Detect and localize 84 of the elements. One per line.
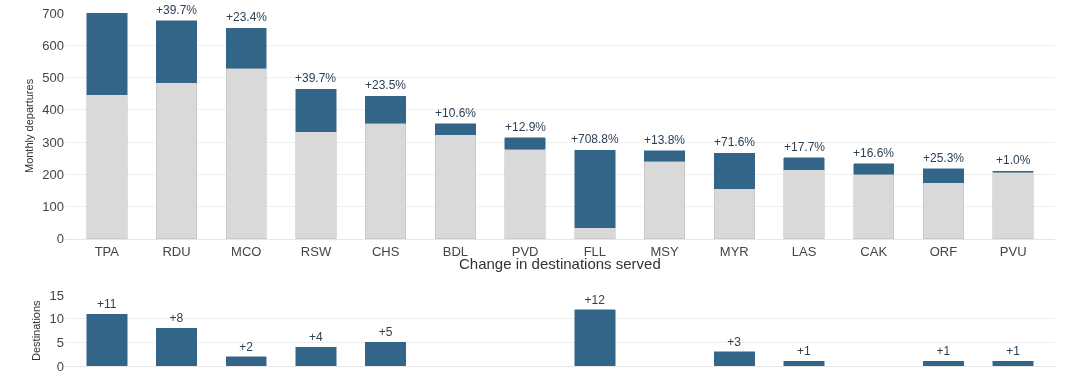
- annotation: +12.9%: [505, 120, 547, 134]
- bar: [713, 152, 755, 190]
- data-label: +1: [797, 344, 812, 359]
- x-tick-label: CAK: [860, 243, 888, 259]
- x-tick-label: RSW: [300, 243, 332, 259]
- annotation: +39.7%: [295, 71, 337, 85]
- bar: [156, 82, 198, 239]
- annotation: +23.4%: [226, 10, 268, 24]
- bar: [225, 27, 267, 69]
- y-tick-label: 5: [56, 335, 64, 351]
- x-tick-label: TPA: [94, 243, 120, 259]
- x-tick-label: CHS: [371, 243, 400, 259]
- bar: [434, 123, 476, 135]
- annotation: +17.7%: [784, 140, 826, 154]
- bar: [434, 134, 476, 239]
- bar: [713, 188, 755, 239]
- y-tick-label: 400: [42, 102, 64, 118]
- bar: [992, 361, 1034, 366]
- data-label: +5: [378, 325, 393, 340]
- y-tick-label: 0: [56, 358, 64, 374]
- bar: [156, 328, 198, 366]
- annotation: +13.8%: [644, 133, 686, 147]
- bar: [922, 361, 964, 366]
- y-axis-title: Monthly departures: [22, 78, 35, 174]
- x-tick-label: PVU: [999, 243, 1027, 259]
- bar: [783, 361, 825, 366]
- data-label: +11: [96, 297, 117, 312]
- annotation: +39.7%: [156, 3, 198, 17]
- y-tick-label: 200: [42, 166, 64, 182]
- annotation: +708.8%: [571, 132, 620, 146]
- y-tick-label: 700: [42, 5, 64, 21]
- bar: [574, 149, 616, 229]
- bar: [365, 123, 407, 239]
- bar: [225, 356, 267, 366]
- bar: [644, 150, 686, 162]
- annotation: +25.3%: [923, 151, 965, 165]
- bar: [295, 131, 337, 239]
- y-tick-label: 10: [49, 311, 64, 327]
- annotation: +23.5%: [365, 78, 407, 92]
- y-tick-label: 15: [49, 287, 64, 303]
- bar: [922, 182, 964, 239]
- data-label: +1: [936, 344, 951, 359]
- data-label: +8: [169, 311, 184, 326]
- y-tick-label: 500: [42, 70, 64, 86]
- bar: [713, 351, 755, 366]
- bar: [504, 148, 546, 239]
- bar: [295, 88, 337, 133]
- annotation: +71.6%: [714, 135, 756, 149]
- data-label: +4: [308, 330, 323, 345]
- x-tick-label: RDU: [162, 243, 191, 259]
- y-tick-label: 300: [42, 134, 64, 150]
- bar: [853, 163, 895, 175]
- bar: [86, 13, 128, 95]
- y-tick-label: 0: [56, 231, 64, 247]
- bar: [783, 157, 825, 171]
- bar: [574, 309, 616, 366]
- bar: [365, 96, 407, 124]
- data-label: +12: [584, 292, 606, 307]
- bar: [86, 313, 128, 366]
- bar: [853, 174, 895, 239]
- data-label: +1: [1006, 344, 1021, 359]
- bar: [86, 94, 128, 239]
- bar: [225, 67, 267, 239]
- bar: [156, 20, 198, 83]
- bar: [365, 342, 407, 366]
- annotation: +1.0%: [996, 153, 1031, 167]
- bar: [574, 227, 616, 239]
- bar: [783, 169, 825, 239]
- bar: [922, 168, 964, 184]
- bar: [504, 137, 546, 150]
- y-axis-title: Destinations: [30, 299, 43, 361]
- y-tick-label: 100: [42, 199, 64, 215]
- annotation: +10.6%: [435, 106, 477, 120]
- bar: [644, 161, 686, 239]
- x-tick-label: MCO: [231, 243, 262, 259]
- data-label: +3: [727, 334, 742, 349]
- bar: [295, 346, 337, 366]
- x-tick-label: LAS: [791, 243, 817, 259]
- x-tick-label: MYR: [719, 243, 749, 259]
- annotation: +16.6%: [853, 146, 895, 160]
- x-tick-label: ORF: [929, 243, 958, 259]
- bar: [992, 171, 1034, 239]
- data-label: +2: [239, 339, 254, 354]
- y-tick-label: 600: [42, 37, 64, 53]
